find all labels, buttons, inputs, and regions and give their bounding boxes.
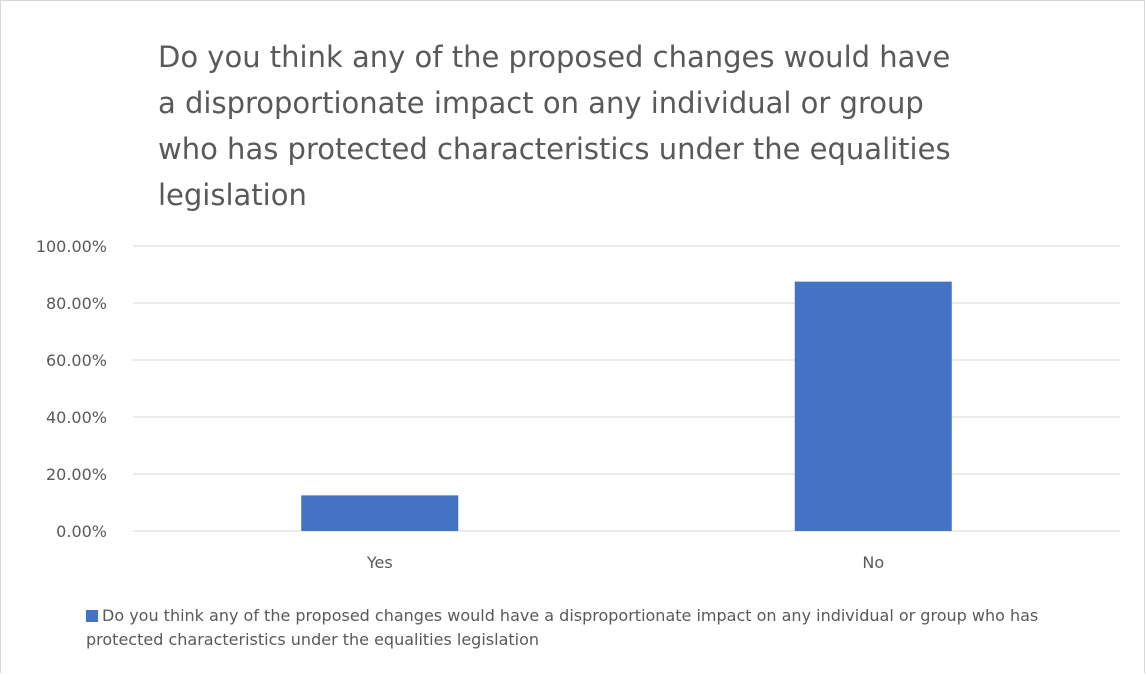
bar-no: [794, 281, 952, 531]
legend-label: Do you think any of the proposed changes…: [86, 606, 1039, 649]
chart-title: Do you think any of the proposed changes…: [158, 40, 951, 212]
legend-swatch: [86, 610, 98, 622]
y-tick-label: 80.00%: [46, 294, 107, 313]
bar-chart: 0.00% 20.00% 40.00% 60.00% 80.00% 100.00% Yes N…: [36, 237, 1120, 572]
y-tick-label: 0.00%: [56, 522, 107, 541]
chart-legend: Do you think any of the proposed changes…: [86, 604, 1116, 652]
y-tick-label: 40.00%: [46, 408, 107, 427]
y-tick-label: 20.00%: [46, 465, 107, 484]
x-tick-label: Yes: [366, 553, 393, 572]
bar-yes: [301, 495, 459, 531]
x-tick-label: No: [862, 553, 884, 572]
y-tick-label: 100.00%: [36, 237, 107, 256]
y-tick-label: 60.00%: [46, 351, 107, 370]
chart-frame-right-edge: [1144, 0, 1145, 673]
